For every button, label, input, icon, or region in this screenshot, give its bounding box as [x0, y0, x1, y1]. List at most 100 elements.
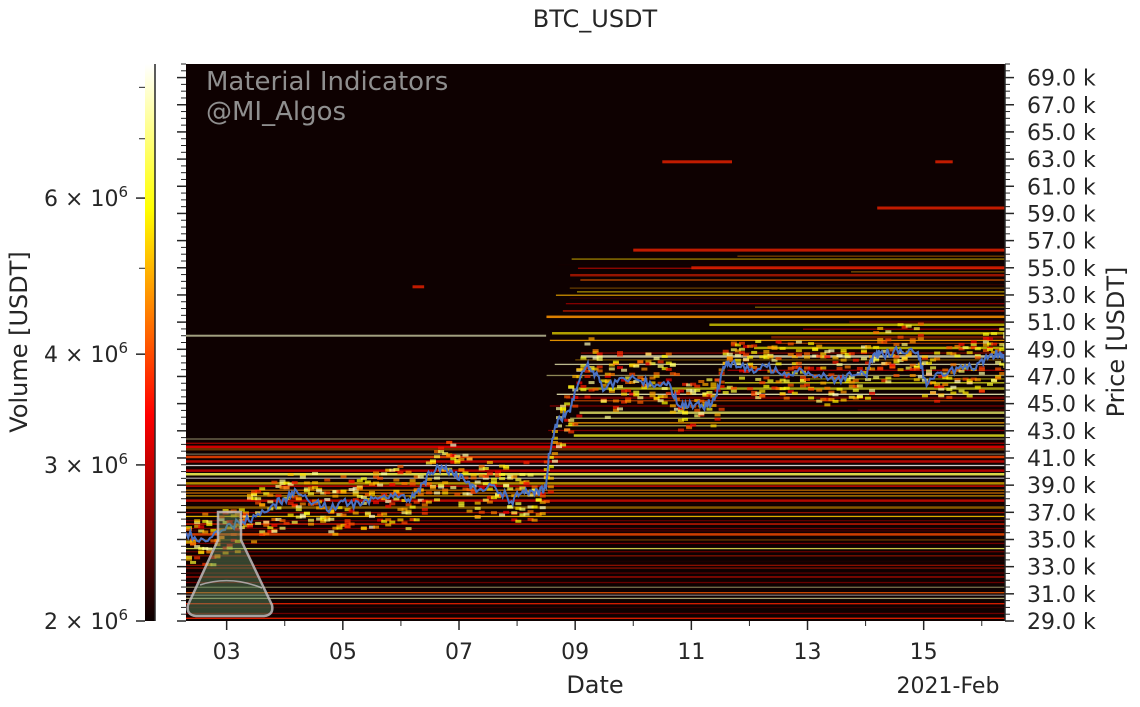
- heat-cell: [255, 521, 262, 525]
- heat-cell: [462, 492, 469, 496]
- heat-cell: [279, 486, 286, 490]
- heat-cell: [287, 502, 294, 506]
- heat-cell: [775, 357, 782, 361]
- heat-cell: [316, 487, 323, 491]
- heat-cell: [222, 551, 229, 555]
- heat-cell: [486, 472, 493, 476]
- heat-cell: [901, 343, 908, 347]
- heat-cell: [434, 455, 441, 459]
- heat-cell: [885, 376, 892, 380]
- heat-cell: [446, 467, 453, 471]
- heat-cell: [824, 350, 831, 354]
- heat-cell: [877, 366, 884, 370]
- heat-cell: [210, 555, 217, 559]
- heat-cell: [352, 487, 359, 491]
- heat-cell: [734, 343, 741, 347]
- heat-cell: [767, 355, 774, 359]
- heat-cell: [373, 501, 380, 505]
- heat-cell: [881, 340, 888, 344]
- heat-cell: [584, 366, 591, 370]
- heat-cell: [649, 391, 656, 395]
- heat-cell: [547, 465, 554, 469]
- heat-band: [548, 429, 1005, 432]
- heat-cell: [198, 525, 205, 529]
- heat-cell: [299, 513, 306, 517]
- x-tick-label: 03: [213, 640, 241, 665]
- heat-cell: [482, 498, 489, 502]
- heat-cell: [580, 367, 587, 371]
- heat-cell: [694, 414, 701, 418]
- heat-cell: [425, 491, 432, 495]
- heat-cell: [616, 353, 623, 357]
- x-offset-label: 2021-Feb: [897, 674, 1000, 699]
- heat-band: [570, 273, 1005, 277]
- heat-cell: [808, 366, 815, 370]
- heat-cell: [352, 492, 359, 496]
- heat-cell: [625, 397, 632, 401]
- heat-cell: [438, 450, 445, 454]
- heat-cell: [283, 521, 290, 525]
- heat-cell: [478, 474, 485, 478]
- heat-cell: [893, 360, 900, 364]
- heat-cell: [324, 478, 331, 482]
- heat-cell: [360, 477, 367, 481]
- heat-cell: [202, 512, 209, 516]
- heat-band: [857, 409, 1005, 411]
- heat-cell: [982, 332, 989, 336]
- heat-cell: [377, 513, 384, 517]
- heat-cell: [938, 385, 945, 389]
- heat-cell: [377, 483, 384, 487]
- heat-cell: [580, 384, 587, 388]
- heat-cell: [600, 379, 607, 383]
- heat-cell: [202, 562, 209, 566]
- heat-cell: [551, 436, 558, 440]
- heat-cell: [283, 486, 290, 490]
- heat-cell: [783, 371, 790, 375]
- heat-cell: [954, 368, 961, 372]
- heat-cell: [576, 375, 583, 379]
- heat-cell: [917, 333, 924, 337]
- heat-cell: [909, 340, 916, 344]
- heat-cell: [527, 510, 534, 514]
- heat-cell: [434, 450, 441, 454]
- heat-cell: [336, 490, 343, 494]
- heat-cell: [710, 394, 717, 398]
- heat-cell: [462, 476, 469, 480]
- heat-cell: [320, 517, 327, 521]
- heat-cell: [446, 441, 453, 445]
- heat-band: [186, 576, 1005, 578]
- heat-cell: [523, 461, 530, 465]
- colorbar-tick-label: 4 × 106: [44, 339, 128, 368]
- heat-cell: [373, 475, 380, 479]
- heat-cell: [690, 382, 697, 386]
- heat-cell: [637, 400, 644, 404]
- heat-band: [186, 448, 1005, 451]
- heat-cell: [515, 506, 522, 510]
- heat-cell: [486, 495, 493, 499]
- heat-cell: [743, 353, 750, 357]
- heat-cell: [905, 353, 912, 357]
- heat-cell: [669, 404, 676, 408]
- heat-cell: [368, 492, 375, 496]
- heat-cell: [458, 504, 465, 508]
- heat-cell: [592, 349, 599, 353]
- heat-cell: [930, 391, 937, 395]
- heat-cell: [759, 394, 766, 398]
- heat-cell: [665, 378, 672, 382]
- heat-band: [186, 612, 1005, 615]
- heat-cell: [307, 518, 314, 522]
- heat-cell: [865, 396, 872, 400]
- x-tick-label: 09: [561, 640, 589, 665]
- heat-cell: [909, 338, 916, 342]
- heat-cell: [954, 378, 961, 382]
- heat-cell: [295, 497, 302, 501]
- heat-cell: [653, 356, 660, 360]
- heat-cell: [413, 487, 420, 491]
- heat-band: [580, 279, 1005, 281]
- heat-cell: [661, 395, 668, 399]
- left-minor-ticks: [177, 63, 186, 622]
- heat-cell: [747, 344, 754, 348]
- heat-cell: [873, 330, 880, 334]
- heat-cell: [271, 517, 278, 521]
- heat-cell: [299, 515, 306, 519]
